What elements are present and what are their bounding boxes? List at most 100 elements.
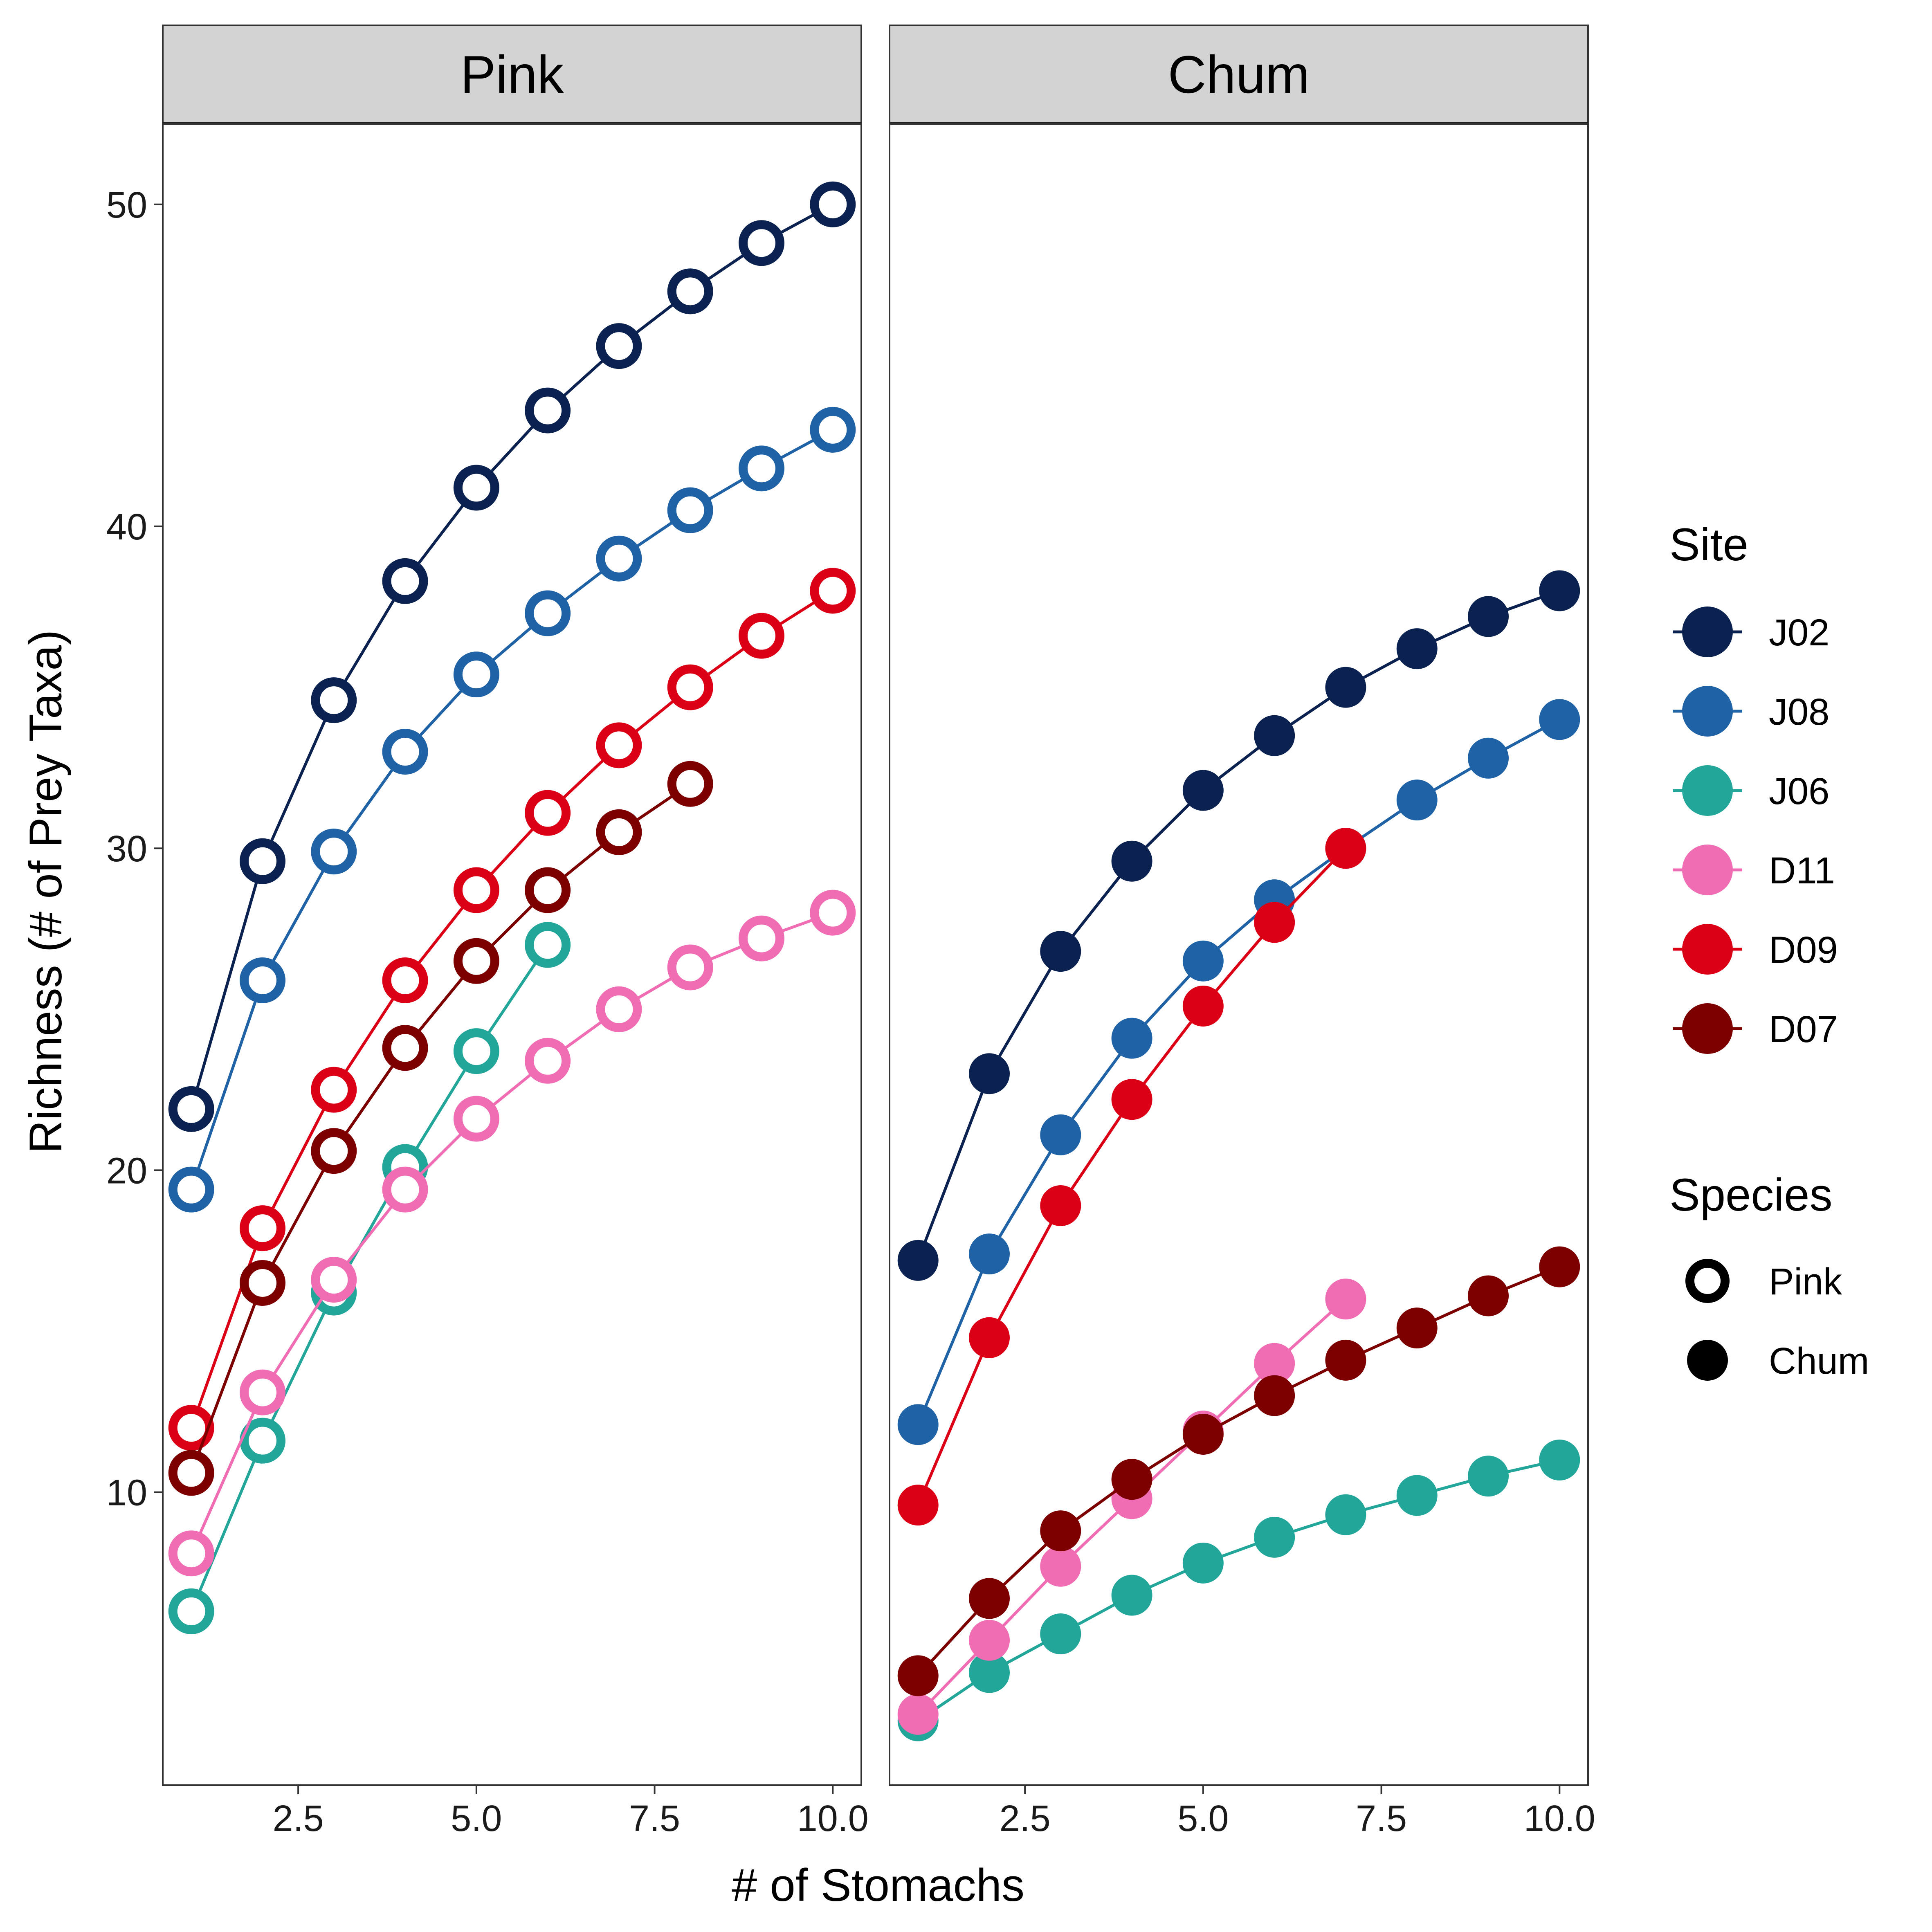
legend: Site Species J02 J08 J06 D11 D09 D07 Pink Chum (1669, 519, 1869, 1382)
data-point (240, 1260, 285, 1306)
data-point (453, 867, 499, 913)
legend-key-point (1687, 1340, 1728, 1381)
data-point (1040, 1510, 1081, 1552)
data-point (739, 445, 784, 492)
data-point (897, 1655, 939, 1696)
data-point (1396, 780, 1438, 821)
data-point (1254, 715, 1295, 756)
data-point (1539, 699, 1580, 740)
data-point (1182, 770, 1224, 811)
legend-label: Chum (1769, 1340, 1869, 1382)
data-point (453, 1028, 499, 1074)
legend-label: Pink (1769, 1261, 1842, 1303)
series-line (190, 203, 833, 1110)
legend-label: J02 (1769, 612, 1829, 654)
y-axis-title: Richness (# of Prey Taxa) (20, 630, 71, 1153)
data-point (453, 651, 499, 698)
legend-label: J08 (1769, 691, 1829, 733)
data-point (1468, 1275, 1509, 1316)
data-point (382, 957, 428, 1003)
legend-site-j06: J06 (1673, 765, 1829, 816)
y-tick-label: 40 (106, 507, 147, 548)
data-point (596, 323, 642, 369)
data-point (897, 1485, 939, 1526)
legend-site-d07: D07 (1673, 1003, 1838, 1054)
data-point (168, 1450, 214, 1496)
data-point (897, 1404, 939, 1445)
data-point (897, 1240, 939, 1281)
data-point (667, 761, 713, 807)
data-point (969, 1620, 1010, 1661)
data-point (168, 1086, 214, 1132)
data-point (1254, 1343, 1295, 1384)
legend-site-title: Site (1669, 519, 1748, 570)
series-line (917, 1458, 1560, 1722)
legend-species-title: Species (1669, 1169, 1832, 1220)
data-point (667, 268, 713, 315)
data-point (739, 613, 784, 659)
data-point (1182, 1542, 1224, 1584)
legend-key-point (1682, 924, 1733, 975)
series-d09 (897, 828, 1366, 1526)
data-point (382, 558, 428, 604)
data-point (1325, 828, 1366, 869)
plot-panel (889, 123, 1589, 1786)
x-tick-label: 7.5 (1356, 1798, 1407, 1839)
data-point (240, 1205, 285, 1251)
x-tick-label: 2.5 (273, 1798, 324, 1839)
panels-layer: Pink 2.5 5.0 7.5 10.0 10 20 30 40 50 Chum 2.5 5.0 7.5… (106, 25, 1595, 1839)
data-point (1182, 985, 1224, 1027)
data-point (810, 181, 856, 227)
data-point (596, 722, 642, 768)
legend-key-point (1682, 1003, 1733, 1054)
data-point (897, 1694, 939, 1735)
data-point (382, 1025, 428, 1071)
panel-strip (162, 25, 862, 125)
data-point (1539, 1246, 1580, 1287)
y-tick-label: 30 (106, 829, 147, 869)
y-tick-label: 50 (106, 185, 147, 226)
series-j02 (897, 570, 1580, 1281)
data-point (168, 1530, 214, 1577)
data-point (596, 535, 642, 582)
panel-title: Chum (1168, 45, 1310, 104)
data-point (453, 1096, 499, 1142)
data-point (1040, 1114, 1081, 1155)
panel-chum: Chum 2.5 5.0 7.5 10.0 (889, 25, 1595, 1839)
data-point (1182, 940, 1224, 982)
data-point (525, 922, 571, 968)
legend-key-point (1682, 607, 1733, 657)
x-tick-label: 5.0 (1177, 1798, 1229, 1839)
data-point (1396, 1475, 1438, 1516)
data-point (596, 809, 642, 855)
data-point (1040, 1613, 1081, 1655)
data-point (311, 677, 357, 723)
series-line (917, 718, 1560, 1425)
data-point (311, 1257, 357, 1303)
legend-site-j02: J02 (1673, 607, 1829, 657)
data-point (1111, 1459, 1152, 1500)
data-point (382, 729, 428, 775)
series-line (190, 911, 833, 1554)
series-d07 (168, 761, 713, 1496)
data-point (168, 1166, 214, 1213)
data-point (1182, 1413, 1224, 1455)
data-point (1468, 596, 1509, 637)
series-j02 (168, 181, 856, 1132)
data-point (1325, 1339, 1366, 1381)
data-point (969, 1652, 1010, 1693)
legend-site-j08: J08 (1673, 686, 1829, 737)
data-point (525, 1038, 571, 1084)
data-point (810, 407, 856, 453)
series-line (190, 428, 833, 1190)
plot-panel (162, 123, 862, 1786)
data-point (969, 1053, 1010, 1094)
legend-key-point (1682, 845, 1733, 895)
series-line (190, 589, 834, 1429)
data-point (1111, 1018, 1152, 1059)
data-point (667, 664, 713, 710)
x-tick-label: 10.0 (1524, 1798, 1595, 1839)
series-line (917, 589, 1560, 1261)
x-tick-label: 5.0 (451, 1798, 502, 1839)
data-point (1539, 1439, 1580, 1480)
